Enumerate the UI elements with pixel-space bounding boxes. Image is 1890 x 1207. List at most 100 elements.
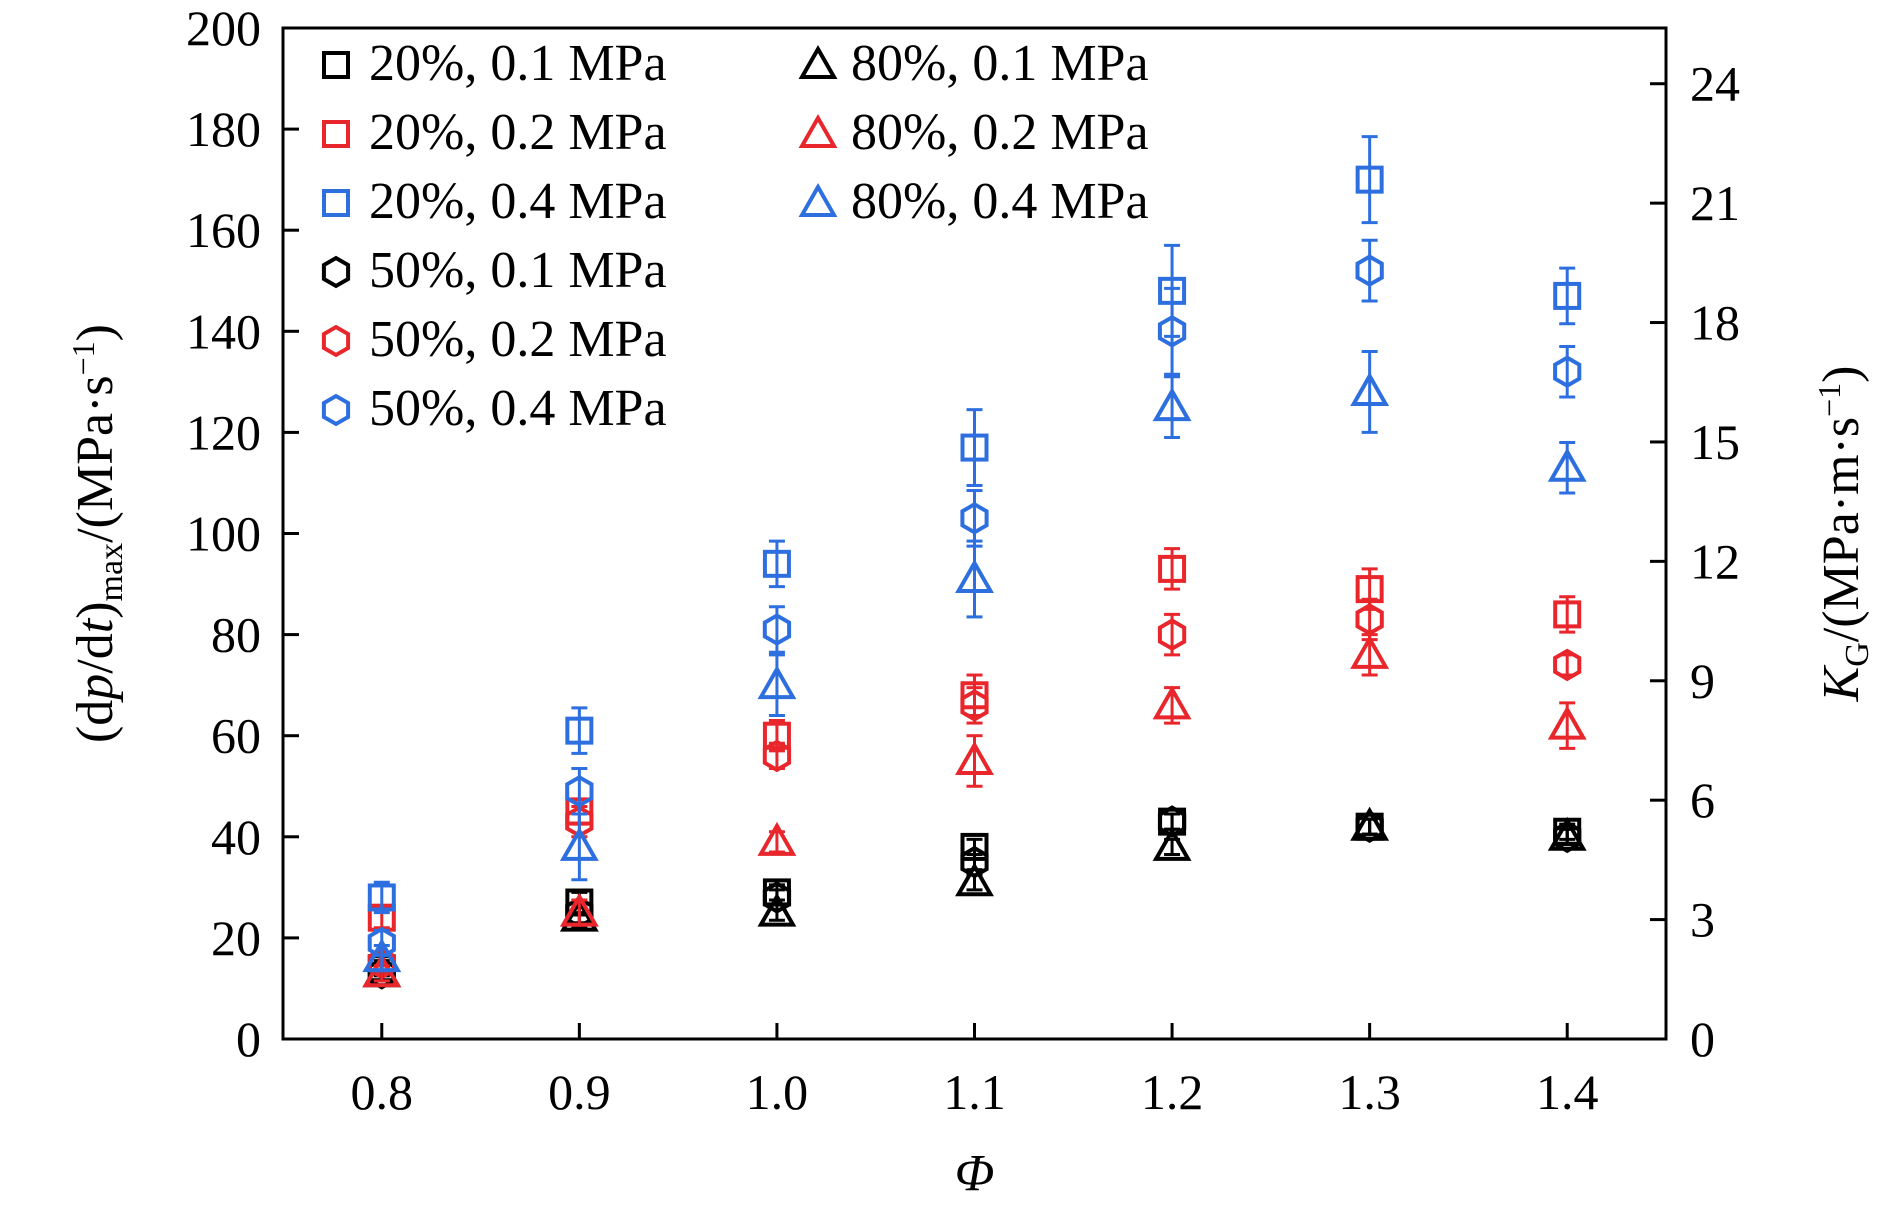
legend-item: 80%, 0.4 MPa xyxy=(798,173,1149,230)
data-point xyxy=(1157,805,1187,838)
y-right-tick-label: 3 xyxy=(1690,892,1715,948)
data-point xyxy=(960,689,989,722)
data-point xyxy=(565,774,594,808)
axis-title-part: /d xyxy=(67,633,124,673)
data-point xyxy=(1547,816,1587,851)
legend-label: 50%, 0.4 MPa xyxy=(369,380,667,437)
legend-item: 50%, 0.1 MPa xyxy=(321,242,667,299)
data-point xyxy=(757,665,797,700)
axis-title-part: ) xyxy=(67,324,124,341)
legend-marker xyxy=(321,324,351,358)
legend-marker xyxy=(322,51,350,79)
y-right-tick-label: 24 xyxy=(1690,56,1740,112)
data-point xyxy=(1553,281,1582,310)
y-right-tick-label: 21 xyxy=(1690,175,1740,231)
y-left-tick-label: 20 xyxy=(211,910,261,966)
x-tick-label: 1.1 xyxy=(943,1064,1006,1120)
y-right-tick-label: 15 xyxy=(1690,414,1740,470)
legend-marker xyxy=(321,393,351,427)
legend-item: 20%, 0.1 MPa xyxy=(322,35,667,92)
y-left-tick-label: 0 xyxy=(236,1011,261,1067)
axis-title-part: G xyxy=(1839,642,1876,667)
data-point xyxy=(762,613,792,646)
legend-marker xyxy=(322,189,350,217)
legend-label: 80%, 0.4 MPa xyxy=(851,173,1149,230)
y-right-tick-label: 12 xyxy=(1690,533,1740,589)
y-left-tick-label: 40 xyxy=(211,809,261,865)
data-point xyxy=(1547,447,1587,482)
data-series xyxy=(362,135,1587,990)
series-8 xyxy=(362,633,1587,988)
axis-title-part: /(MPa·s xyxy=(67,375,124,543)
data-point xyxy=(757,821,797,856)
data-point xyxy=(1152,387,1192,422)
y-right-tick-label: 18 xyxy=(1690,295,1740,351)
legend-item: 80%, 0.2 MPa xyxy=(798,104,1149,161)
y-left-tick-label: 120 xyxy=(186,404,261,460)
axes: 0.8 0.9 1.0 1.1 1.2 1.3 1.40204060801001201401… xyxy=(186,0,1740,1120)
legend-label: 80%, 0.1 MPa xyxy=(851,35,1149,92)
axis-title-part: (d xyxy=(67,700,124,743)
axis-title-part: /(MPa·m·s xyxy=(1813,417,1870,642)
x-axis-title: Φ xyxy=(955,1145,995,1202)
x-tick-label: 0.8 xyxy=(351,1064,414,1120)
y-right-tick-label: 9 xyxy=(1690,653,1715,709)
y-left-tick-label: 160 xyxy=(186,202,261,258)
y-left-tick-label: 100 xyxy=(186,506,261,562)
y-right-tick-label: 0 xyxy=(1690,1011,1715,1067)
legend: 20%, 0.1 MPa 20%, 0.2 MPa 20%, 0.4 MPa 50%,… xyxy=(321,35,1149,437)
data-point xyxy=(367,883,396,912)
legend-label: 80%, 0.2 MPa xyxy=(851,104,1149,161)
data-point xyxy=(1553,355,1582,389)
data-point xyxy=(1350,806,1390,841)
axis-title-part: K xyxy=(1813,664,1870,702)
data-point xyxy=(565,716,594,745)
axis-title-part: −1 xyxy=(1811,383,1847,417)
data-point xyxy=(1355,165,1384,194)
data-point xyxy=(1553,600,1582,629)
data-point xyxy=(559,897,599,932)
y-right-tick-label: 6 xyxy=(1690,772,1715,828)
y-left-tick-label: 60 xyxy=(211,708,261,764)
legend-item: 50%, 0.2 MPa xyxy=(321,311,667,368)
legend-marker xyxy=(798,44,838,79)
data-point xyxy=(1152,826,1192,861)
axis-title-part: ) xyxy=(67,601,124,618)
data-point xyxy=(559,892,599,927)
legend-marker xyxy=(321,255,351,289)
x-tick-label: 1.2 xyxy=(1141,1064,1204,1120)
x-tick-label: 1.4 xyxy=(1536,1064,1599,1120)
legend-marker xyxy=(798,182,838,217)
y-left-tick-label: 180 xyxy=(186,101,261,157)
data-point xyxy=(955,740,994,775)
data-point xyxy=(1553,648,1582,682)
y-right-axis-title: KG/(MPa·m·s−1) xyxy=(1811,366,1876,703)
legend-item: 20%, 0.4 MPa xyxy=(322,173,667,230)
data-point xyxy=(762,739,792,773)
data-point xyxy=(757,892,797,927)
legend-label: 50%, 0.1 MPa xyxy=(369,242,667,299)
legend-item: 50%, 0.4 MPa xyxy=(321,380,667,437)
data-point xyxy=(1547,705,1587,740)
series-9 xyxy=(362,350,1587,973)
legend-item: 80%, 0.1 MPa xyxy=(798,35,1149,92)
axis-title-part: t xyxy=(67,617,124,633)
data-point xyxy=(559,826,599,861)
axis-titles: Φ(dp/dt)max/(MPa·s−1)KG/(MPa·m·s−1) xyxy=(65,324,1876,1202)
series-5 xyxy=(367,597,1582,980)
data-point xyxy=(1157,314,1187,348)
legend-item: 20%, 0.2 MPa xyxy=(322,104,667,161)
data-point xyxy=(1350,634,1390,669)
axis-title-part: −1 xyxy=(65,341,101,375)
data-point xyxy=(1355,810,1384,844)
data-point xyxy=(762,549,791,578)
data-point xyxy=(955,862,994,897)
legend-marker xyxy=(798,113,838,148)
axis-title-part: ) xyxy=(1813,366,1870,383)
data-point xyxy=(1355,254,1384,287)
y-left-tick-label: 140 xyxy=(186,303,261,359)
data-point xyxy=(1152,685,1192,720)
legend-label: 20%, 0.1 MPa xyxy=(369,35,667,92)
series-3 xyxy=(367,135,1582,915)
